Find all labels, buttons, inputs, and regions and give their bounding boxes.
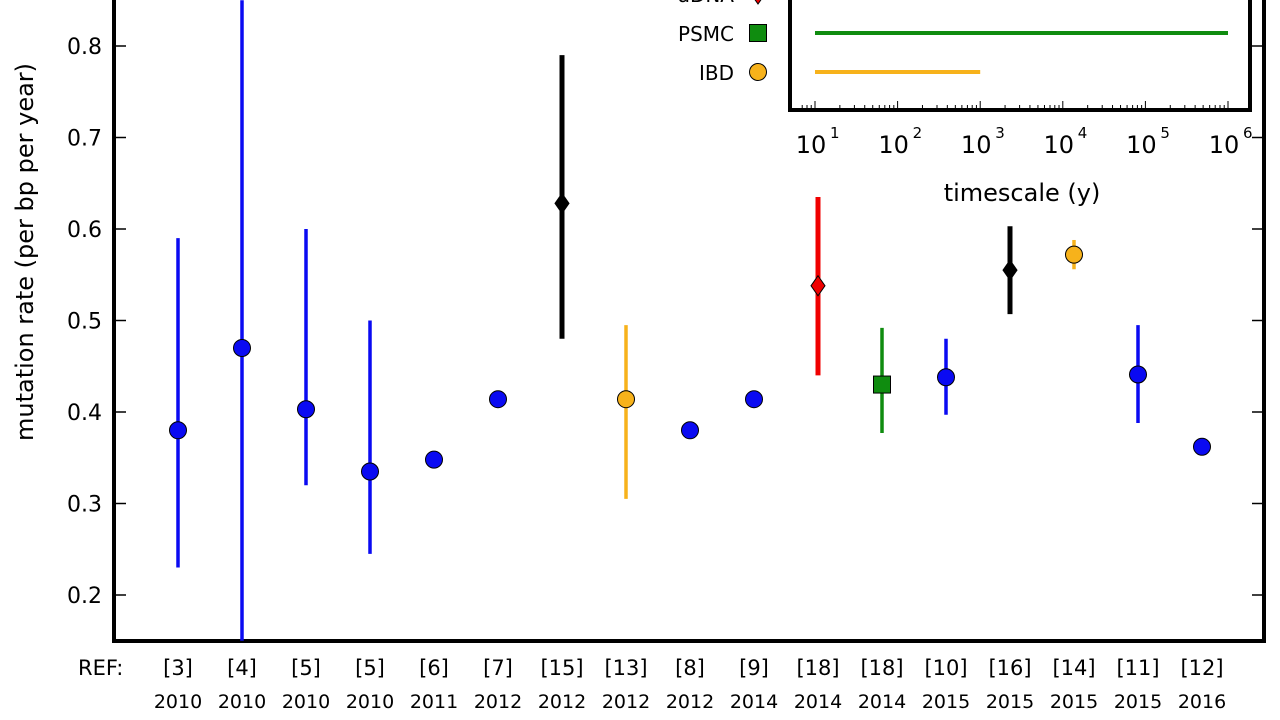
ref-label: [3]	[163, 656, 193, 680]
ref-label: [11]	[1116, 656, 1159, 680]
year-label: 2014	[858, 691, 906, 713]
inset-tick-label: 10	[1044, 131, 1075, 159]
inset-tick-exponent: 5	[1160, 124, 1170, 142]
year-label: 2012	[666, 691, 714, 713]
inset-tick-exponent: 4	[1078, 124, 1088, 142]
y-tick-label: 0.5	[67, 310, 102, 335]
year-label: 2010	[154, 691, 202, 713]
data-point	[810, 274, 826, 297]
inset-plot: 10 1 10 2 10 3 10 4 10 5 10 6	[788, 0, 1253, 159]
inset-tick-label: 10	[1126, 131, 1157, 159]
ref-label: [9]	[739, 656, 769, 680]
data-point	[489, 390, 507, 409]
year-label: 2012	[602, 691, 650, 713]
ref-label: [18]	[796, 656, 839, 680]
ref-label: [8]	[675, 656, 705, 680]
ref-label: [5]	[355, 656, 385, 680]
data-point	[1129, 365, 1147, 384]
year-label: 2012	[474, 691, 522, 713]
ref-label: [10]	[924, 656, 967, 680]
ref-axis-label: REF:	[78, 656, 123, 680]
year-label: 2010	[218, 691, 266, 713]
y-tick-label: 0.8	[67, 35, 102, 60]
data-point	[554, 192, 570, 215]
legend-marker	[749, 63, 767, 81]
y-tick-label: 0.7	[67, 127, 102, 152]
y-tick-label: 0.3	[67, 493, 102, 518]
inset-tick-label: 10	[1209, 131, 1240, 159]
data-point	[681, 421, 699, 440]
inset-tick-exponent: 3	[995, 124, 1005, 142]
ref-label: [14]	[1052, 656, 1095, 680]
plot-frame	[112, 0, 1266, 643]
data-point	[361, 462, 379, 481]
ref-label: [16]	[988, 656, 1031, 680]
legend-label: IBD	[699, 61, 734, 85]
ref-label: [12]	[1180, 656, 1223, 680]
year-label: 2015	[1114, 691, 1162, 713]
data-point	[617, 390, 635, 409]
legend: aDNA PSMC IBD	[678, 0, 767, 85]
y-axis-title: mutation rate (per bp per year)	[11, 63, 39, 441]
legend-label: aDNA	[678, 0, 735, 7]
year-label: 2012	[538, 691, 586, 713]
ref-label: [15]	[540, 656, 583, 680]
y-tick-label: 0.4	[67, 401, 102, 426]
y-tick-label: 0.6	[67, 218, 102, 243]
legend-marker	[749, 24, 767, 42]
inset-frame	[788, 0, 1252, 112]
data-point	[1193, 437, 1211, 456]
inset-tick-exponent: 6	[1243, 124, 1253, 142]
legend-label: PSMC	[678, 22, 734, 46]
data-point	[937, 368, 955, 387]
year-label: 2014	[730, 691, 778, 713]
y-tick-label: 0.2	[67, 584, 102, 609]
ref-label: [18]	[860, 656, 903, 680]
data-point	[1002, 259, 1018, 282]
ref-label: [6]	[419, 656, 449, 680]
main-plot: 0.2 0.3 0.4 0.5 0.6 0.7 0.8 [3] 2010 [4] 2010 [5] 20…	[67, 0, 1266, 713]
year-label: 2010	[282, 691, 330, 713]
inset-tick-label: 10	[961, 131, 992, 159]
year-label: 2011	[410, 691, 458, 713]
inset-tick-label: 10	[796, 131, 827, 159]
ref-label: [7]	[483, 656, 513, 680]
year-label: 2010	[346, 691, 394, 713]
year-label: 2014	[794, 691, 842, 713]
year-label: 2015	[1050, 691, 1098, 713]
ref-label: [13]	[604, 656, 647, 680]
year-label: 2015	[986, 691, 1034, 713]
year-label: 2015	[922, 691, 970, 713]
data-point	[745, 390, 763, 409]
inset-tick-exponent: 2	[913, 124, 923, 142]
data-point	[1065, 245, 1083, 264]
year-label: 2016	[1178, 691, 1226, 713]
inset-tick-exponent: 1	[830, 124, 840, 142]
data-point	[169, 421, 187, 440]
data-point	[297, 400, 315, 419]
data-point	[873, 375, 891, 394]
data-point	[425, 450, 443, 469]
ref-label: [4]	[227, 656, 257, 680]
inset-tick-label: 10	[878, 131, 909, 159]
inset-x-axis-title: timescale (y)	[944, 179, 1101, 207]
ref-label: [5]	[291, 656, 321, 680]
legend-marker	[754, 0, 762, 5]
data-point	[233, 338, 251, 357]
